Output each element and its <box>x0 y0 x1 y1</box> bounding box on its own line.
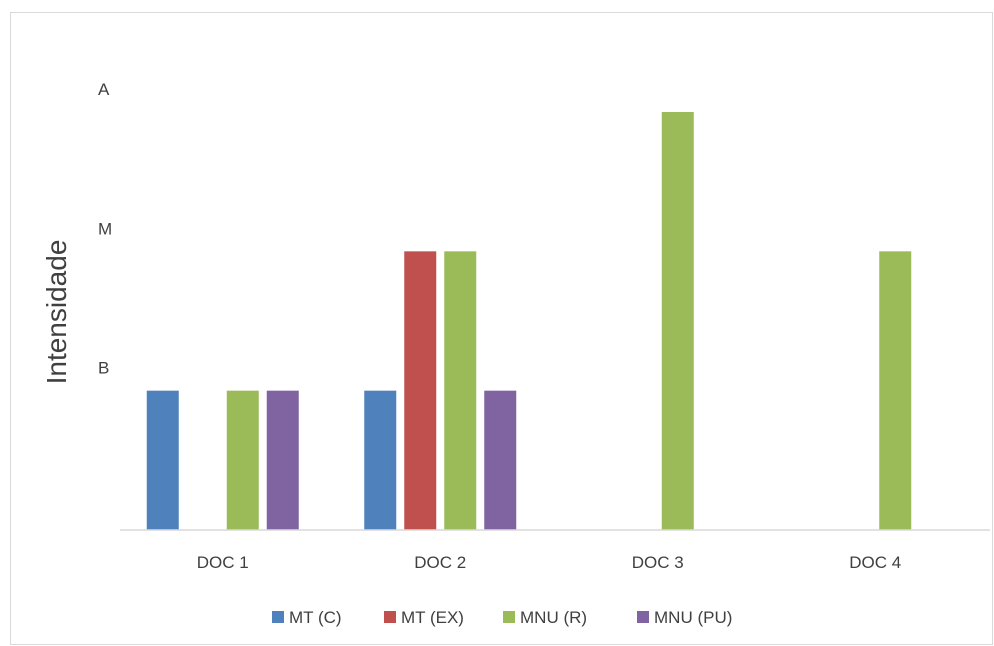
x-tick-label: DOC 4 <box>849 553 901 572</box>
legend-swatch <box>272 611 284 623</box>
x-tick-labels: DOC 1 DOC 2 DOC 3 DOC 4 <box>197 553 901 572</box>
bar <box>404 251 437 531</box>
bars <box>146 112 912 531</box>
x-tick-label: DOC 2 <box>414 553 466 572</box>
legend-label: MNU (PU) <box>654 608 732 627</box>
legend-label: MNU (R) <box>520 608 587 627</box>
y-level-label: M <box>98 219 112 238</box>
bar <box>444 251 477 531</box>
bar <box>146 390 179 530</box>
legend-swatch <box>384 611 396 623</box>
bar <box>226 390 259 530</box>
legend-item: MNU (R) <box>503 608 587 627</box>
legend: MT (C) MT (EX) MNU (R) MNU (PU) <box>272 608 732 627</box>
bar <box>661 112 694 530</box>
bar <box>364 390 397 530</box>
bar <box>266 390 299 530</box>
bar <box>484 390 517 530</box>
x-tick-label: DOC 1 <box>197 553 249 572</box>
legend-item: MT (EX) <box>384 608 464 627</box>
y-level-label: B <box>98 359 109 378</box>
legend-swatch <box>637 611 649 623</box>
legend-swatch <box>503 611 515 623</box>
y-axis-title: Intensidade <box>41 240 72 385</box>
chart-frame <box>10 12 993 645</box>
y-level-labels: B M A <box>98 80 112 378</box>
legend-item: MNU (PU) <box>637 608 732 627</box>
x-tick-label: DOC 3 <box>632 553 684 572</box>
legend-label: MT (EX) <box>401 608 464 627</box>
legend-label: MT (C) <box>289 608 342 627</box>
y-level-label: A <box>98 80 110 99</box>
bar <box>879 251 912 531</box>
legend-item: MT (C) <box>272 608 342 627</box>
